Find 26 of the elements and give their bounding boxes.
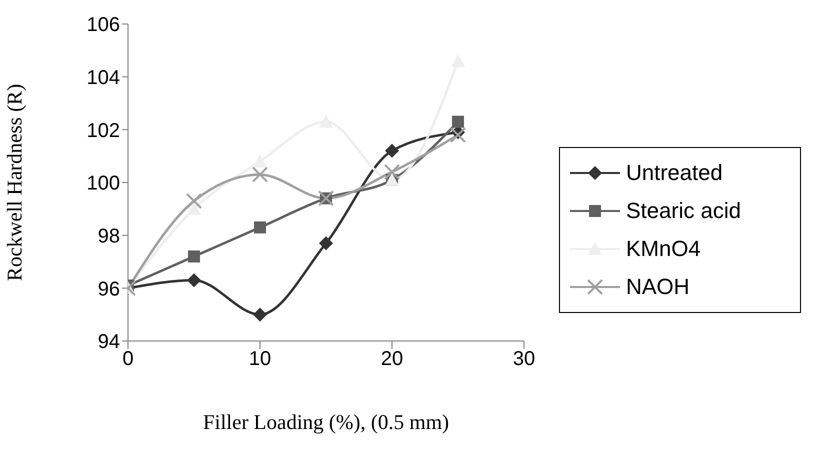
y-tick-label: 100 [86, 172, 120, 195]
y-tick-label: 94 [98, 331, 120, 354]
point [187, 202, 201, 215]
legend-label: NAOH [626, 274, 690, 300]
x-tick-label: 20 [380, 348, 404, 370]
y-tick-label: 102 [86, 120, 120, 142]
point [254, 221, 266, 234]
point [253, 308, 267, 322]
y-tick-label: 104 [86, 66, 120, 89]
point [319, 236, 333, 250]
legend-label: Stearic acid [626, 198, 741, 224]
y-tick-label: 96 [98, 278, 120, 300]
legend-label: KMnO4 [626, 236, 701, 262]
point [188, 250, 200, 262]
y-tick-label: 106 [86, 14, 120, 36]
y-axis-title: Rockwell Hardness (R) [2, 84, 26, 282]
point [187, 273, 201, 288]
x-tick-label: 10 [248, 348, 272, 370]
point [385, 144, 399, 158]
x-tick-label: 0 [122, 348, 134, 370]
x-axis-title: Filler Loading (%), (0.5 mm) [202, 410, 450, 434]
point [452, 116, 464, 128]
y-tick-label: 98 [98, 225, 120, 248]
legend-label: Untreated [626, 160, 723, 186]
x-tick-label: 30 [512, 348, 536, 370]
point [253, 154, 267, 168]
